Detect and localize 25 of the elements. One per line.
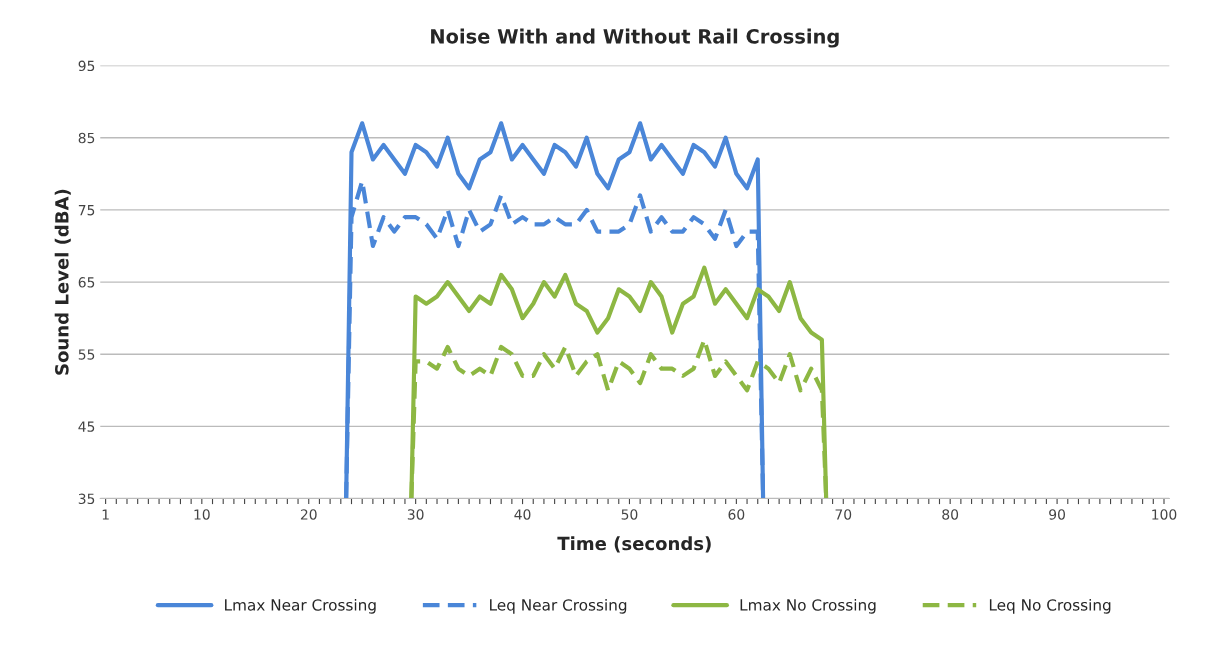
y-tick-label: 35 — [78, 493, 95, 505]
x-tick-label: 100 — [1152, 509, 1177, 520]
y-tick-label: 95 — [78, 60, 95, 72]
x-tick-label: 1 — [102, 509, 109, 520]
chart-title: Noise With and Without Rail Crossing — [431, 28, 839, 48]
y-tick-label: 45 — [78, 421, 95, 432]
x-tick-label: 90 — [1049, 509, 1065, 520]
x-tick-label: 20 — [300, 509, 317, 520]
x-tick-label: 50 — [621, 509, 638, 520]
x-tick-label: 70 — [835, 509, 852, 520]
x-axis-title: Time (seconds) — [557, 536, 711, 553]
x-tick-label: 60 — [728, 509, 745, 520]
x-tick-label: 40 — [514, 509, 531, 520]
y-tick-label: 75 — [78, 205, 95, 216]
y-tick-label: 65 — [78, 277, 95, 288]
y-tick-label: 55 — [78, 349, 95, 360]
x-tick-label: 80 — [942, 509, 959, 520]
x-tick-label: 30 — [407, 509, 424, 520]
y-tick-label: 85 — [78, 132, 95, 144]
legend-label: Leq No Crossing — [989, 598, 1111, 614]
legend-label: Leq Near Crossing — [490, 598, 627, 614]
x-tick-label: 10 — [194, 509, 210, 520]
legend-label: Lmax No Crossing — [740, 598, 876, 614]
y-axis-title: Sound Level (dBA) — [54, 189, 71, 375]
legend-label: Lmax Near Crossing — [225, 598, 376, 614]
